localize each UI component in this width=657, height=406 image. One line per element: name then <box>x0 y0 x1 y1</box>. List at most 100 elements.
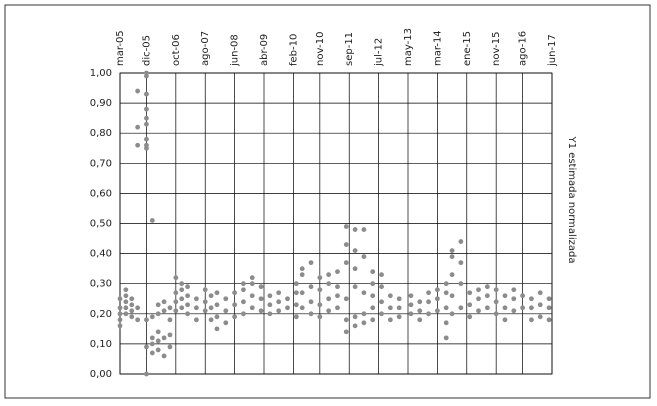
data-point <box>408 302 414 308</box>
data-point <box>117 323 123 329</box>
y-axis-label: Y1 estimada normalizada <box>566 136 577 264</box>
data-point <box>537 314 543 320</box>
data-point <box>317 287 323 293</box>
y-tick-label: 0,30 <box>90 279 112 290</box>
data-point <box>417 308 423 314</box>
data-point <box>179 296 185 302</box>
data-point <box>299 305 305 311</box>
data-point <box>426 299 431 305</box>
x-tick-label: ago-16 <box>518 31 529 66</box>
data-point <box>223 296 229 302</box>
data-point <box>396 305 402 311</box>
data-point <box>361 290 367 296</box>
data-point <box>458 260 464 266</box>
data-point <box>232 302 238 308</box>
y-tick-label: 0,20 <box>90 309 112 320</box>
data-point <box>449 293 455 299</box>
data-point <box>529 317 534 323</box>
data-point <box>467 290 473 296</box>
data-point <box>408 293 414 299</box>
data-point <box>249 293 255 299</box>
y-tick-label: 0,00 <box>90 369 112 380</box>
data-point <box>202 287 208 293</box>
data-point <box>185 302 190 308</box>
plot-frame <box>119 72 553 375</box>
data-point <box>149 218 155 223</box>
x-tick-label: jul-12 <box>374 38 385 67</box>
data-point <box>155 311 161 317</box>
data-point <box>214 302 220 308</box>
data-point <box>520 293 526 299</box>
data-point <box>370 293 376 299</box>
data-point <box>267 311 273 317</box>
y-tick-label: 0,50 <box>90 219 112 230</box>
data-point <box>149 350 155 356</box>
data-point <box>546 317 552 323</box>
data-point <box>161 308 167 314</box>
data-point <box>161 299 167 305</box>
data-point <box>361 311 367 317</box>
data-point <box>155 302 161 308</box>
data-point <box>361 227 367 232</box>
data-point <box>352 284 358 290</box>
data-point <box>129 314 135 320</box>
data-point <box>546 296 552 302</box>
data-point <box>511 296 517 302</box>
data-point <box>326 308 332 314</box>
data-point <box>202 308 208 314</box>
data-point <box>343 296 349 302</box>
data-point <box>123 305 129 311</box>
data-point <box>123 299 129 305</box>
data-point <box>308 299 314 305</box>
data-point <box>352 248 358 253</box>
data-point <box>484 293 490 299</box>
data-point <box>396 296 402 302</box>
data-point <box>293 314 299 320</box>
data-point <box>502 317 508 323</box>
data-point <box>379 284 384 290</box>
data-point <box>352 266 358 272</box>
y-tick-label: 0,90 <box>90 98 112 109</box>
data-point <box>129 302 135 308</box>
data-point <box>308 311 314 317</box>
data-point <box>173 290 179 296</box>
data-point <box>135 124 141 130</box>
data-point <box>276 290 282 296</box>
data-point <box>267 293 273 299</box>
data-point <box>511 287 517 293</box>
data-point <box>426 290 431 296</box>
data-point <box>185 311 190 317</box>
data-point <box>352 314 358 320</box>
data-point <box>167 344 173 350</box>
data-point <box>520 305 526 311</box>
data-point <box>434 296 440 302</box>
data-point <box>335 293 340 299</box>
data-point <box>299 290 305 296</box>
data-point <box>117 296 123 302</box>
data-point <box>173 308 179 314</box>
x-tick-label: nov-10 <box>315 32 326 66</box>
data-point <box>529 305 534 311</box>
data-point <box>511 308 517 314</box>
data-point <box>173 275 179 281</box>
data-point <box>370 281 376 287</box>
data-point <box>167 305 173 311</box>
data-point <box>434 308 440 314</box>
data-point <box>493 311 499 317</box>
data-point <box>502 305 508 311</box>
x-tick-label: ene-15 <box>462 31 473 66</box>
data-point <box>214 314 220 320</box>
data-point <box>185 293 190 299</box>
data-point <box>285 296 290 302</box>
data-point <box>135 88 141 94</box>
data-point <box>493 299 499 305</box>
data-point <box>135 142 141 148</box>
data-point <box>194 317 199 323</box>
data-point <box>458 305 464 311</box>
x-tick-label: mar-05 <box>115 30 126 66</box>
data-point <box>167 332 173 338</box>
data-point <box>546 305 552 311</box>
data-point <box>308 284 314 290</box>
data-point <box>144 121 149 127</box>
data-point <box>293 281 299 287</box>
